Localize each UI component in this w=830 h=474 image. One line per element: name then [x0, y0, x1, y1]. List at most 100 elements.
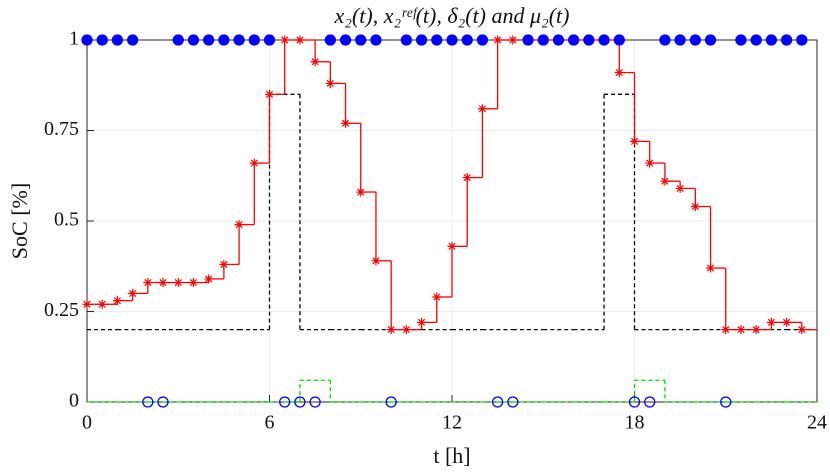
circle-marker: [309, 396, 321, 408]
star-marker: [386, 325, 396, 335]
star-marker: [143, 278, 153, 288]
circle-marker: [431, 34, 443, 46]
circle-marker: [96, 34, 108, 46]
star-marker: [371, 256, 381, 266]
circle-marker: [628, 396, 641, 408]
circle-marker: [187, 34, 200, 46]
circle-marker: [324, 34, 336, 46]
circle-marker: [765, 34, 778, 46]
circle-marker: [720, 396, 732, 408]
star-marker: [721, 325, 731, 335]
circle-marker: [568, 34, 580, 46]
x-tick-label: 24: [807, 412, 827, 434]
circle-marker: [385, 396, 397, 408]
star-marker: [690, 202, 700, 212]
star-marker: [797, 325, 807, 335]
star-marker: [173, 278, 183, 288]
star-marker: [97, 299, 107, 309]
star-marker: [112, 296, 122, 306]
y-tick-label: 0.25: [44, 299, 79, 321]
chart-title: x₂(t), x₂ʳᵉᶠ(t), δ₂(t) and μ₂(t): [334, 3, 570, 28]
circle-marker: [415, 34, 428, 46]
star-marker: [280, 35, 290, 45]
star-marker: [82, 299, 92, 309]
circle-marker: [491, 396, 504, 408]
circle-marker: [400, 34, 413, 46]
circle-marker: [339, 34, 352, 46]
y-tick-label: 0.75: [44, 118, 79, 140]
star-marker: [614, 68, 624, 78]
star-marker: [265, 89, 274, 99]
circle-marker: [142, 396, 154, 408]
x-tick-label: 0: [82, 412, 92, 434]
star-marker: [417, 317, 427, 327]
circle-marker: [598, 34, 610, 46]
star-marker: [660, 176, 670, 186]
star-marker: [751, 325, 761, 335]
star-marker: [706, 263, 716, 273]
circle-marker: [279, 396, 291, 408]
star-marker: [128, 288, 138, 298]
star-marker: [310, 57, 320, 67]
circle-marker: [172, 34, 184, 46]
circle-marker: [157, 396, 169, 408]
star-marker: [204, 274, 214, 284]
star-marker: [341, 118, 351, 128]
circle-marker: [796, 34, 808, 46]
star-marker: [356, 187, 366, 197]
circle-marker: [218, 34, 230, 46]
circle-marker: [674, 34, 686, 46]
y-tick-label: 0: [69, 390, 79, 412]
circle-marker: [735, 34, 747, 46]
y-axis-label: SoC [%]: [7, 183, 32, 259]
circle-marker: [552, 34, 565, 46]
circle-marker: [507, 396, 519, 408]
y-tick-label: 1: [69, 28, 79, 50]
star-marker: [766, 317, 776, 327]
star-marker: [249, 158, 259, 168]
circle-marker: [583, 34, 595, 46]
star-marker: [782, 317, 792, 327]
star-marker: [493, 35, 503, 45]
circle-marker: [522, 34, 534, 46]
circle-marker: [446, 34, 458, 46]
star-marker: [508, 35, 518, 45]
star-marker: [234, 220, 244, 230]
circle-marker: [476, 34, 489, 46]
star-marker: [736, 325, 746, 335]
circle-marker: [263, 34, 276, 46]
circle-marker: [780, 34, 793, 46]
star-marker: [219, 259, 229, 269]
circle-marker: [355, 34, 367, 46]
circle-marker: [750, 34, 762, 46]
x-tick-label: 12: [442, 412, 462, 434]
x-tick-label: 18: [625, 412, 645, 434]
circle-marker: [370, 34, 382, 46]
y-tick-label: 0.5: [54, 209, 79, 231]
circle-marker: [294, 396, 306, 408]
circle-marker: [461, 34, 473, 46]
x-tick-label: 6: [265, 412, 275, 434]
circle-marker: [659, 34, 671, 46]
star-marker: [630, 136, 639, 146]
circle-marker: [81, 34, 93, 46]
circle-marker: [203, 34, 215, 46]
star-marker: [675, 183, 685, 193]
x-axis-label: t [h]: [433, 443, 470, 468]
circle-marker: [704, 34, 717, 46]
circle-marker: [126, 34, 139, 46]
star-marker: [477, 104, 487, 114]
circle-marker: [644, 396, 656, 408]
star-marker: [188, 278, 198, 288]
circle-marker: [689, 34, 701, 46]
star-marker: [645, 158, 655, 168]
star-marker: [325, 78, 335, 88]
star-marker: [158, 278, 168, 288]
star-marker: [432, 292, 442, 302]
circle-marker: [111, 34, 124, 46]
star-marker: [447, 241, 457, 251]
star-marker: [295, 35, 305, 45]
